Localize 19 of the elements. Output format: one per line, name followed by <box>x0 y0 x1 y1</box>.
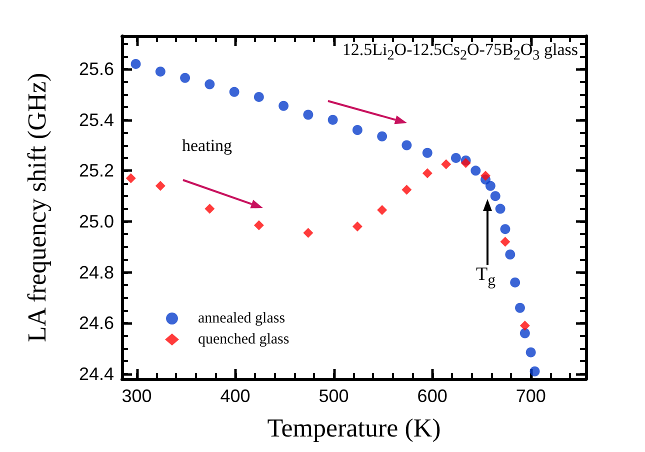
y-tick-label: 25.0 <box>78 211 114 232</box>
annotation: T$_{g}$ <box>476 264 496 291</box>
y-tick-label: 24.4 <box>78 364 114 384</box>
y-axis-title: LA frequency shift (GHz) <box>22 72 52 342</box>
x-tick-label: 500 <box>318 386 349 406</box>
y-tick-label: 24.6 <box>78 313 114 334</box>
legend-label: annealed glass <box>198 310 286 326</box>
legend-label: quenched glass <box>198 332 290 348</box>
x-tick-label: 600 <box>417 386 448 406</box>
y-tick-label: 24.8 <box>78 262 114 282</box>
y-tick-label: 25.6 <box>78 59 114 80</box>
annotation: heating <box>182 136 232 156</box>
x-tick-label: 700 <box>516 386 546 406</box>
x-tick-label: 400 <box>220 386 250 406</box>
text: 12.5Li$_{2}$O-12.5Cs$_{2}$O-75B$_{2}$O$_{3}$ glass <box>342 40 578 64</box>
y-tick-label: 25.4 <box>78 110 114 130</box>
x-axis-title: Temperature (K) <box>267 414 441 442</box>
x-tick-label: 300 <box>122 386 152 406</box>
y-tick-label: 25.2 <box>78 160 114 181</box>
